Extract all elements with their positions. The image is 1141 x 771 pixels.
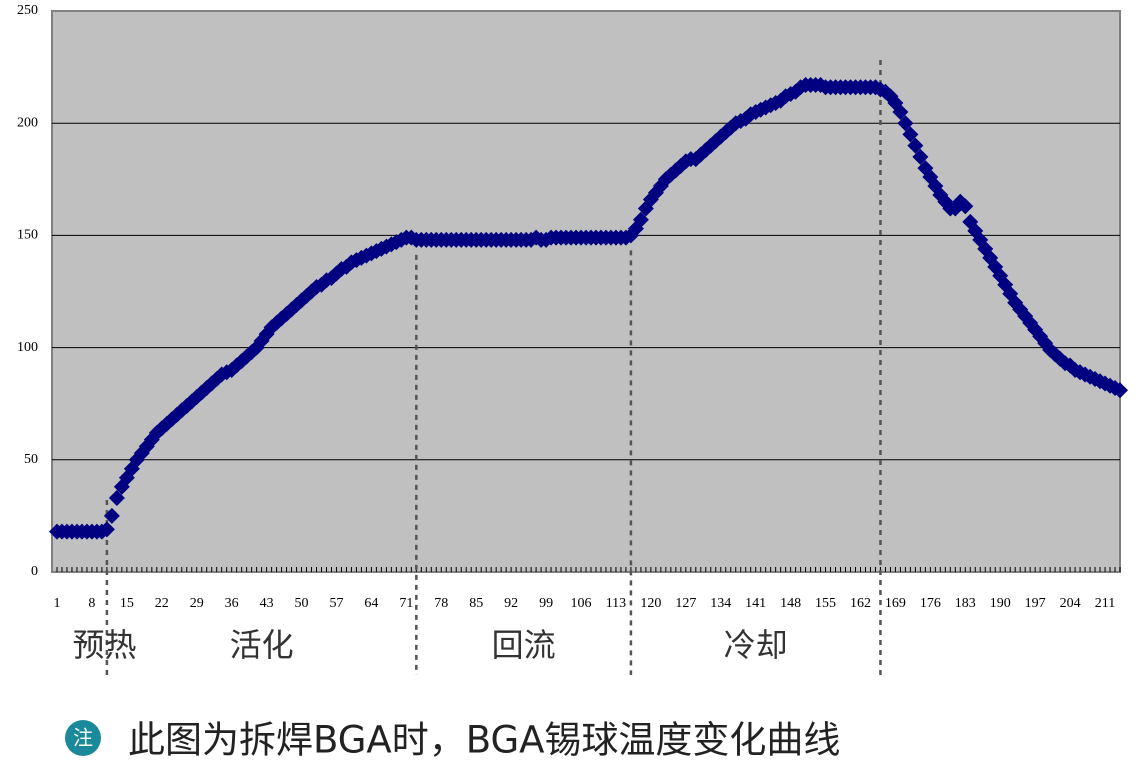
x-tick-label: 127 xyxy=(675,596,696,611)
data-point xyxy=(103,507,120,524)
data-point xyxy=(118,469,135,486)
phase-label: 冷却 xyxy=(724,626,788,664)
plot-area xyxy=(51,10,1121,573)
x-tick-label: 1 xyxy=(53,596,60,611)
x-tick-label: 71 xyxy=(399,596,413,611)
x-tick-label: 78 xyxy=(434,596,448,611)
x-tick-label: 43 xyxy=(260,596,274,611)
x-tick-label: 22 xyxy=(155,596,169,611)
data-point xyxy=(717,124,734,141)
x-tick-label: 15 xyxy=(120,596,134,611)
data-point xyxy=(632,211,649,228)
x-tick-label: 36 xyxy=(225,596,239,611)
x-tick-label: 183 xyxy=(955,596,976,611)
x-tick-label: 113 xyxy=(606,596,626,611)
data-point xyxy=(912,148,929,165)
y-tick-label: 250 xyxy=(17,3,38,18)
x-tick-label: 85 xyxy=(469,596,483,611)
y-tick-label: 200 xyxy=(17,115,38,130)
data-point xyxy=(108,489,125,506)
x-tick-label: 64 xyxy=(364,596,378,611)
x-tick-label: 148 xyxy=(780,596,801,611)
x-tick-label: 169 xyxy=(885,596,906,611)
x-tick-label: 120 xyxy=(640,596,661,611)
x-tick-label: 197 xyxy=(1025,596,1046,611)
data-point xyxy=(907,137,924,154)
phase-label: 回流 xyxy=(492,626,556,664)
x-tick-label: 50 xyxy=(295,596,309,611)
x-tick-label: 106 xyxy=(571,596,592,611)
x-tick-label: 190 xyxy=(990,596,1011,611)
data-point xyxy=(98,521,115,538)
x-tick-label: 134 xyxy=(710,596,731,611)
x-tick-label: 57 xyxy=(329,596,343,611)
data-point xyxy=(977,240,994,257)
y-tick-label: 150 xyxy=(17,228,38,243)
x-tick-label: 8 xyxy=(88,596,95,611)
y-tick-label: 50 xyxy=(24,452,38,467)
x-tick-label: 99 xyxy=(539,596,553,611)
data-point xyxy=(957,198,974,215)
y-tick-label: 0 xyxy=(31,564,38,579)
y-tick-label: 100 xyxy=(17,340,38,355)
x-tick-label: 29 xyxy=(190,596,204,611)
note-icon-bg xyxy=(65,720,101,756)
x-tick-label: 162 xyxy=(850,596,871,611)
note-text: 此图为拆焊BGA时，BGA锡球温度变化曲线 xyxy=(128,719,840,762)
x-tick-label: 204 xyxy=(1060,596,1081,611)
data-point xyxy=(897,115,914,132)
data-point xyxy=(1112,382,1128,399)
note-icon: 注 xyxy=(73,726,93,750)
x-tick-label: 92 xyxy=(504,596,518,611)
x-tick-label: 176 xyxy=(920,596,941,611)
phase-label: 活化 xyxy=(230,626,294,664)
phase-label: 预热 xyxy=(72,626,136,664)
data-point xyxy=(892,103,909,120)
x-tick-label: 141 xyxy=(745,596,766,611)
x-tick-label: 155 xyxy=(815,596,836,611)
x-tick-label: 211 xyxy=(1095,596,1115,611)
data-point xyxy=(902,126,919,143)
